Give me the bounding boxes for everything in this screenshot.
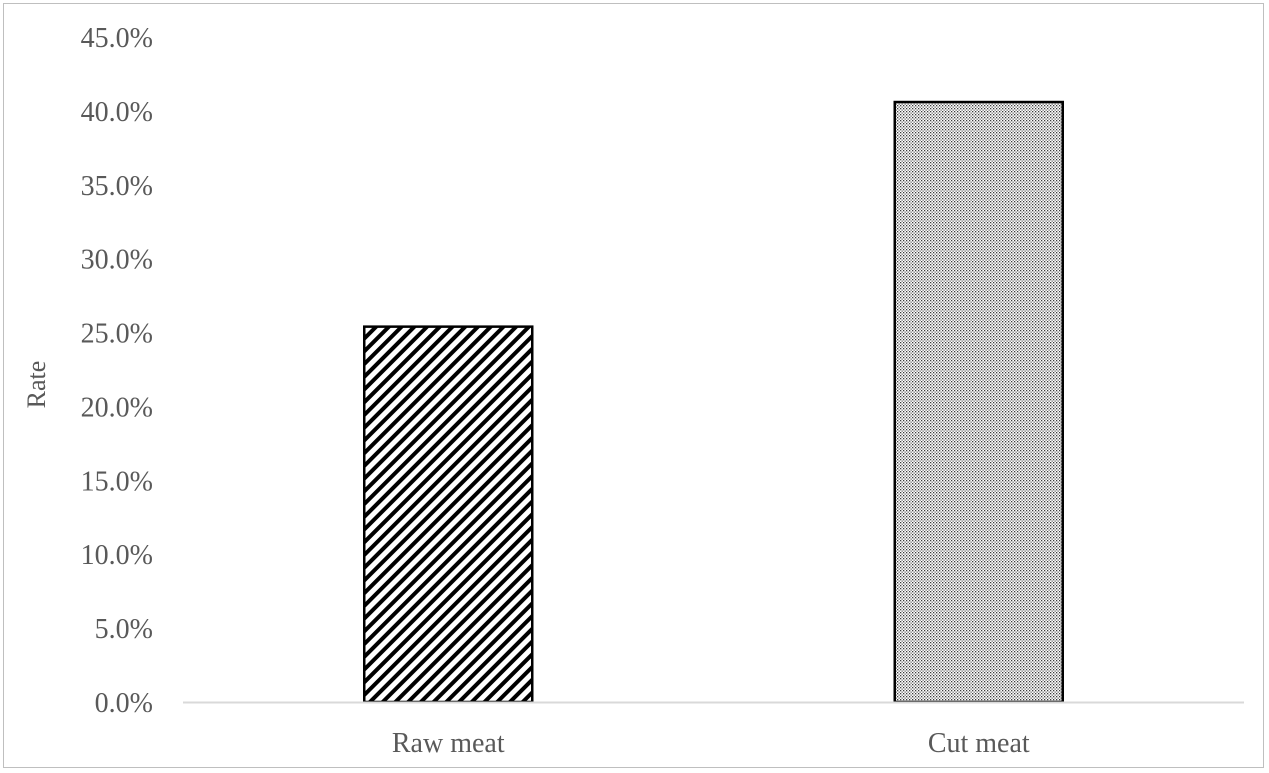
y-tick-label: 20.0% bbox=[81, 392, 153, 423]
y-tick-label: 30.0% bbox=[81, 245, 153, 276]
y-tick-label: 0.0% bbox=[95, 688, 153, 719]
x-category-label: Cut meat bbox=[928, 728, 1030, 759]
y-tick-label: 15.0% bbox=[81, 466, 153, 497]
y-tick-label: 10.0% bbox=[81, 540, 153, 571]
y-axis: 0.0% 5.0% 10.0% 15.0% 20.0% 25.0% 30.0% 35.0% 40… bbox=[81, 23, 153, 719]
bars bbox=[363, 100, 1064, 704]
y-tick-label: 25.0% bbox=[81, 319, 153, 350]
bar-cut-meat bbox=[893, 100, 1064, 704]
y-tick-label: 45.0% bbox=[81, 23, 153, 54]
x-category-label: Raw meat bbox=[392, 728, 505, 759]
y-axis-title: Rate bbox=[22, 361, 51, 409]
y-tick-label: 40.0% bbox=[81, 97, 153, 128]
x-axis: Raw meat Cut meat bbox=[392, 728, 1030, 759]
y-tick-label: 5.0% bbox=[95, 614, 153, 645]
bar-raw-meat bbox=[363, 325, 534, 704]
y-tick-label: 35.0% bbox=[81, 171, 153, 202]
